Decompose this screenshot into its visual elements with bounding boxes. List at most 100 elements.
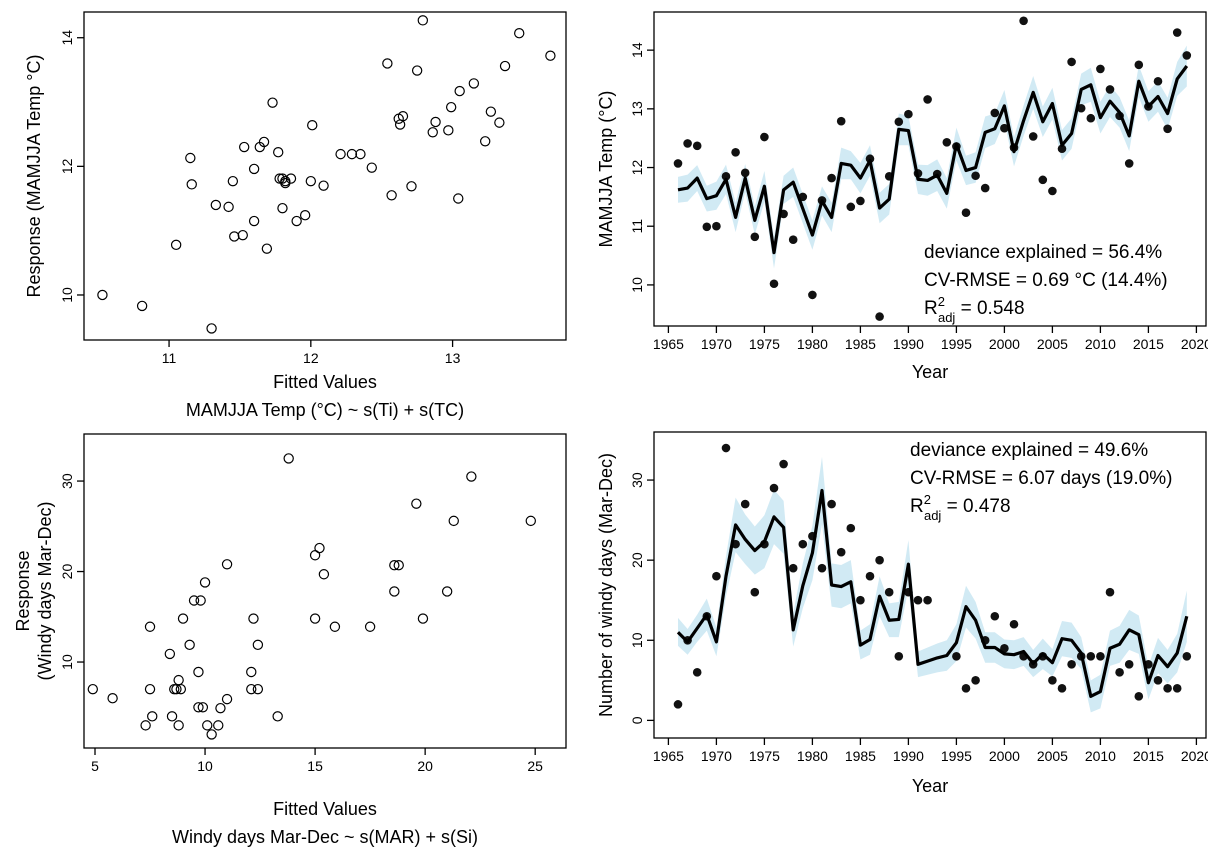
deviance-explained-text: deviance explained = 56.4% xyxy=(924,242,1162,263)
scatter-point xyxy=(193,666,204,678)
observed-point xyxy=(1124,660,1134,669)
y-tick-label: 10 xyxy=(629,277,645,293)
observed-point xyxy=(856,196,865,206)
observed-point xyxy=(817,563,827,573)
scatter-point xyxy=(186,179,197,190)
chart-panel-top-right: 1965 1970 1975 1980 1985 1990 1995 2000 2005 2010… xyxy=(596,11,1208,382)
scatter-point xyxy=(195,595,206,606)
observed-point xyxy=(683,139,692,148)
fitted-line xyxy=(677,65,1189,255)
scatter-point xyxy=(188,595,200,606)
x-tick-label: 1995 xyxy=(941,336,972,352)
scatter-point xyxy=(206,323,217,334)
scatter-point xyxy=(213,720,224,731)
x-tick-label: 1990 xyxy=(893,336,924,352)
r2-symbol: R xyxy=(910,496,924,517)
scatter-point xyxy=(545,50,556,61)
confidence-band xyxy=(678,456,1187,713)
scatter-point xyxy=(273,147,284,158)
y-tick-label: 13 xyxy=(629,101,645,117)
r2-value: = 0.478 xyxy=(941,496,1010,517)
scatter-point xyxy=(166,711,178,722)
scatter-point xyxy=(170,239,182,251)
x-tick-label: 1980 xyxy=(797,748,828,764)
observed-point xyxy=(1048,186,1057,196)
x-tick-label: 13 xyxy=(445,350,461,366)
observed-point xyxy=(760,132,769,142)
observed-point xyxy=(1163,684,1172,693)
scatter-point xyxy=(97,289,108,301)
observed-point xyxy=(798,539,808,549)
scatter-point xyxy=(252,639,264,651)
observed-point xyxy=(721,172,731,181)
x-tick-label: 25 xyxy=(527,758,543,774)
x-tick-label: 2015 xyxy=(1133,748,1164,764)
scatter-point xyxy=(445,101,457,113)
observed-point xyxy=(702,222,712,232)
scatter-point xyxy=(318,569,330,580)
scatter-point xyxy=(248,215,260,227)
observed-point xyxy=(1067,57,1076,67)
observed-point xyxy=(731,147,740,157)
y-axis-label: Response (Windy days Mar-Dec) xyxy=(13,501,55,680)
observed-point xyxy=(740,168,750,178)
scatter-point xyxy=(221,559,233,570)
scatter-point xyxy=(285,173,297,184)
x-tick-label: 1970 xyxy=(701,336,732,352)
scatter-point xyxy=(206,729,217,740)
scatter-point xyxy=(485,106,497,117)
y-axis-label: Number of windy days (Mar-Dec) xyxy=(596,453,616,717)
observed-point xyxy=(721,443,731,453)
observed-point xyxy=(846,523,856,533)
plot-frame xyxy=(83,433,567,749)
scatter-point xyxy=(335,148,346,160)
scatter-point xyxy=(479,136,491,147)
observed-point xyxy=(1182,651,1192,661)
x-tick-label: 15 xyxy=(307,758,323,774)
scatter-point xyxy=(411,498,422,509)
observed-point xyxy=(1105,85,1115,94)
observed-point xyxy=(923,95,932,104)
scatter-point xyxy=(140,720,151,731)
observed-point xyxy=(961,684,971,693)
x-tick-label: 2010 xyxy=(1085,748,1116,764)
scatter-point xyxy=(202,720,213,731)
cv-rmse-text: CV-RMSE = 0.69 °C (14.4%) xyxy=(924,270,1168,291)
observed-point xyxy=(980,183,990,193)
y-axis-label: MAMJJA Temp (°C) xyxy=(596,91,616,248)
scatter-point xyxy=(87,683,99,695)
y-axis-label-line: (Windy days Mar-Dec) xyxy=(35,501,55,680)
x-tick-label: 2000 xyxy=(989,748,1020,764)
scatter-point xyxy=(248,613,259,624)
r2-subscript: adj xyxy=(938,310,955,325)
scatter-point xyxy=(210,199,222,211)
scatter-point xyxy=(494,117,505,128)
observed-point xyxy=(750,587,760,597)
model-formula: MAMJJA Temp (°C) ~ s(Ti) + s(TC) xyxy=(186,400,464,420)
cv-rmse-text: CV-RMSE = 6.07 days (19.0%) xyxy=(910,468,1172,489)
observed-point xyxy=(788,235,798,245)
scatter-point xyxy=(277,202,288,214)
scatter-point xyxy=(397,110,409,122)
scatter-point xyxy=(417,613,429,624)
x-tick-label: 11 xyxy=(162,350,177,366)
observed-point xyxy=(769,279,779,289)
observed-point xyxy=(1096,64,1105,74)
x-tick-label: 2010 xyxy=(1085,336,1116,352)
scatter-point xyxy=(215,702,226,714)
observed-point xyxy=(740,499,750,509)
chart-panel-bottom-left: 5 10 15 20 25 10 20 30 Fitted Values Response (Win… xyxy=(13,433,567,847)
x-tick-label: 2000 xyxy=(989,336,1020,352)
r2-value: = 0.548 xyxy=(955,298,1024,319)
scatter-point xyxy=(238,141,250,153)
observed-point xyxy=(1028,132,1038,141)
observed-point xyxy=(1134,60,1144,70)
observed-point xyxy=(923,595,932,605)
observed-point xyxy=(750,232,760,242)
scatter-point xyxy=(427,127,438,138)
scatter-point xyxy=(147,711,158,722)
scatter-point xyxy=(305,175,317,187)
x-tick-label: 12 xyxy=(303,350,319,366)
y-tick-label: 12 xyxy=(629,160,645,176)
